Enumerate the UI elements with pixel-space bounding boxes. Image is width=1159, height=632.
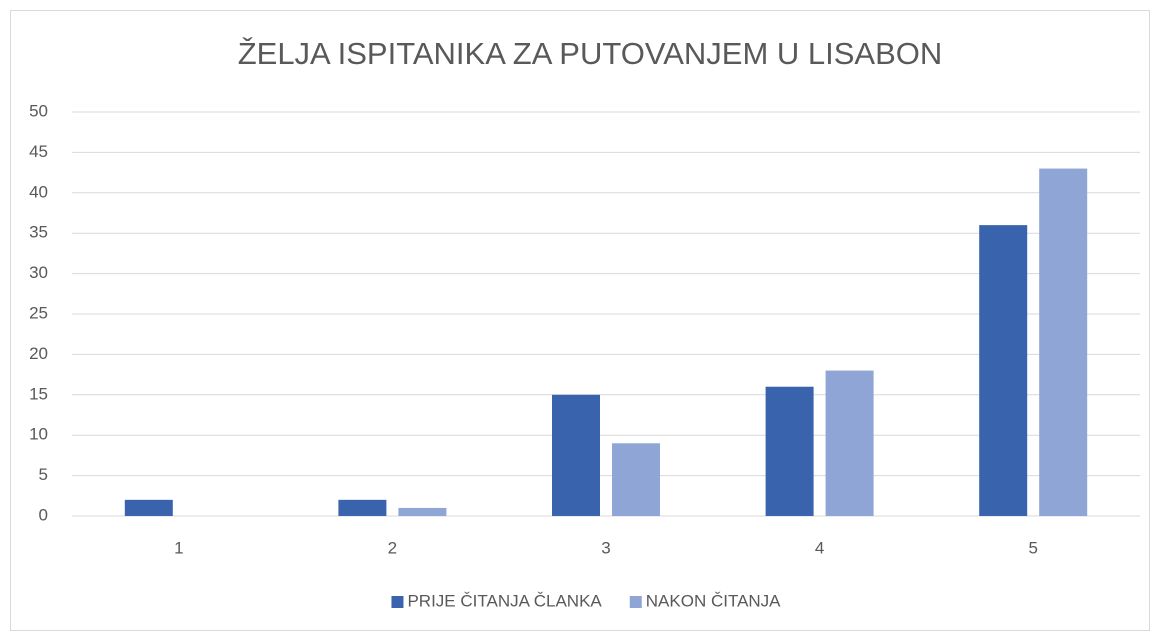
y-tick-label: 5 [39,465,48,484]
y-tick-label: 35 [29,223,48,242]
bar [398,507,447,516]
x-tick-label: 1 [174,538,183,557]
bar [338,499,387,516]
bar [612,443,660,516]
x-tick-label: 4 [815,538,824,557]
chart-frame [10,10,1150,631]
y-tick-label: 30 [29,263,48,282]
legend-swatch [391,596,404,608]
bar [552,394,600,516]
x-tick-label: 2 [388,538,397,557]
y-tick-label: 40 [29,182,48,201]
y-tick-label: 50 [29,101,48,120]
legend-label: NAKON ČITANJA [646,591,781,610]
bar [825,370,874,516]
bar [1039,168,1088,516]
legend-swatch [629,596,642,608]
y-tick-label: 45 [29,142,48,161]
chart-title: ŽELJA ISPITANIKA ZA PUTOVANJEM U LISABON [238,36,943,71]
bar [124,499,173,516]
bar [979,225,1028,516]
y-tick-label: 15 [29,384,48,403]
x-tick-label: 5 [1028,538,1037,557]
y-tick-label: 20 [29,344,48,363]
bar [765,386,814,516]
legend-label: PRIJE ČITANJA ČLANKA [407,591,602,610]
x-tick-label: 3 [601,538,610,557]
y-tick-label: 25 [29,303,48,322]
y-tick-label: 0 [39,505,48,524]
y-tick-label: 10 [29,425,48,444]
